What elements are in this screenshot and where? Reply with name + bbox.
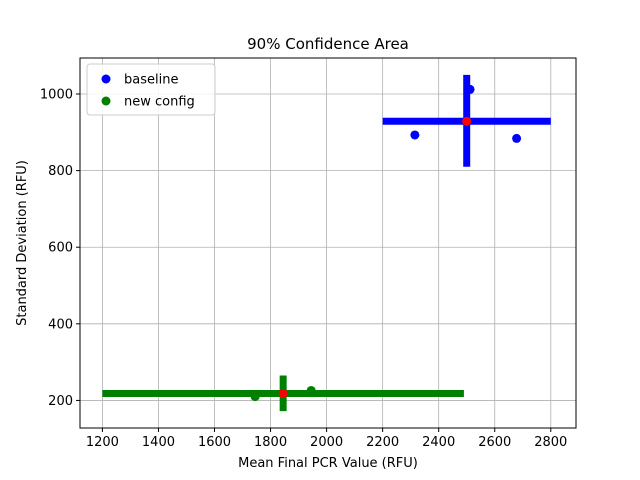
x-tick-label: 2000 <box>310 435 343 450</box>
new-config-point <box>306 385 316 395</box>
x-tick-label: 2800 <box>534 435 567 450</box>
legend-marker-baseline <box>101 74 111 84</box>
baseline-point <box>512 133 522 143</box>
data-points <box>250 84 522 402</box>
baseline-mean-point <box>462 116 472 126</box>
x-tick-label: 1200 <box>86 435 119 450</box>
x-tick-label: 2200 <box>366 435 399 450</box>
baseline-point <box>410 130 420 140</box>
y-tick-label: 200 <box>48 394 73 409</box>
new-config-point <box>250 392 260 402</box>
y-tick-label: 800 <box>48 164 73 179</box>
legend-marker-new-config <box>101 96 111 106</box>
plot-frame <box>79 57 577 429</box>
legend-label-baseline: baseline <box>124 73 178 88</box>
y-tick-label: 1000 <box>40 88 73 103</box>
x-tick-label: 1600 <box>198 435 231 450</box>
x-tick-label: 2600 <box>478 435 511 450</box>
legend: baseline new config <box>86 63 216 116</box>
chart-title: 90% Confidence Area <box>247 35 409 53</box>
y-axis-label: Standard Deviation (RFU) <box>15 160 30 326</box>
y-tick-label: 600 <box>48 241 73 256</box>
axis-ticks: 1200 1400 1600 1800 2000 2200 2400 2600 2800 200 4… <box>40 88 567 450</box>
legend-box <box>86 63 216 116</box>
x-tick-label: 1800 <box>254 435 287 450</box>
x-tick-label: 1400 <box>142 435 175 450</box>
y-tick-label: 400 <box>48 317 73 332</box>
legend-label-new-config: new config <box>124 95 195 110</box>
baseline-point <box>465 84 475 94</box>
x-tick-label: 2400 <box>422 435 455 450</box>
new-config-mean-point <box>278 389 288 399</box>
x-axis-label: Mean Final PCR Value (RFU) <box>238 456 418 471</box>
